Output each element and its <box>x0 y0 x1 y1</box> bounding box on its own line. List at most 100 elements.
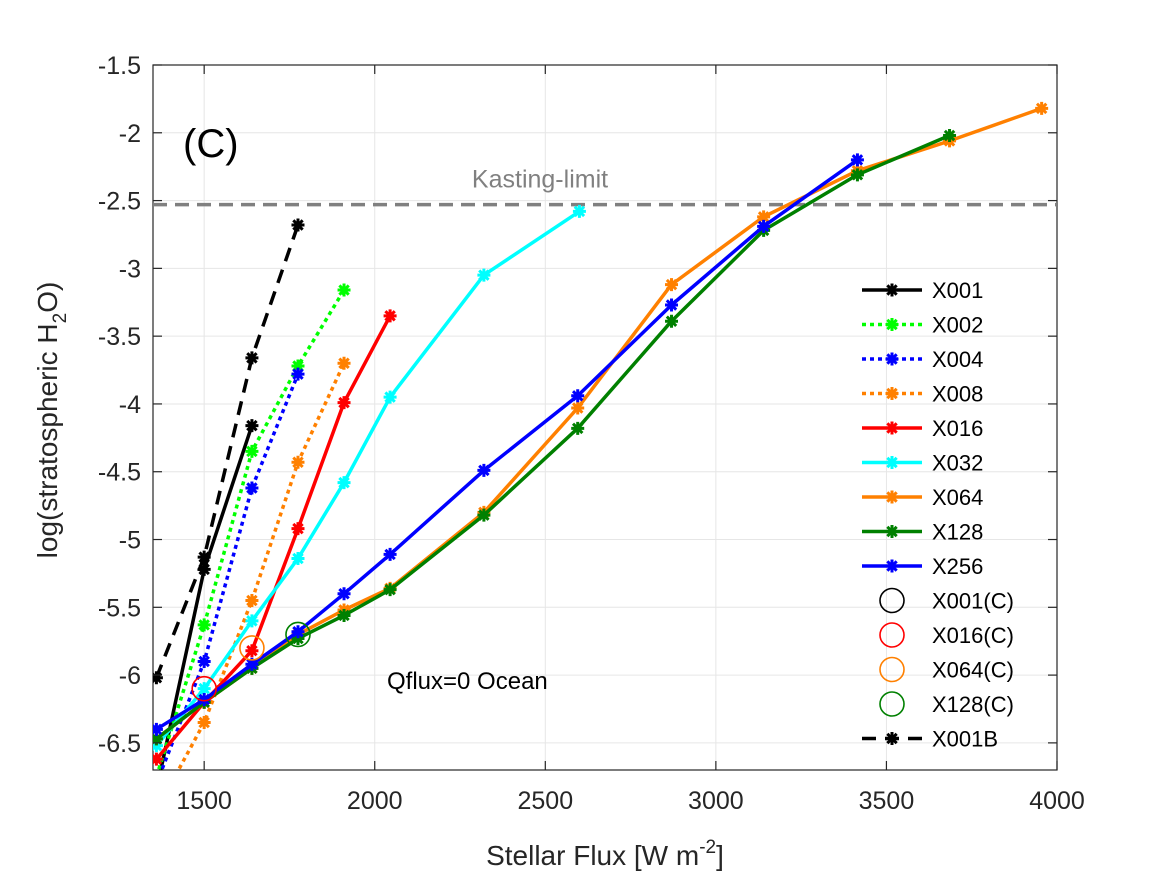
legend-swatch-circle <box>879 656 905 683</box>
data-point <box>1035 101 1049 115</box>
data-point <box>291 552 305 565</box>
legend-item: X128 <box>862 520 983 545</box>
data-point <box>383 547 397 561</box>
legend-label: X001B <box>932 727 998 752</box>
legend-swatch-circle <box>879 622 905 648</box>
legend-label: X001 <box>932 278 983 303</box>
data-point <box>337 396 351 410</box>
legend-label: X128 <box>932 520 983 545</box>
data-point <box>291 455 305 469</box>
circle-point <box>191 675 217 702</box>
legend-label: X256 <box>932 554 983 579</box>
data-point <box>757 210 771 224</box>
legend-item: X064(C) <box>879 656 1014 683</box>
legend-swatch-marker <box>885 352 899 366</box>
data-point <box>153 671 163 685</box>
data-point <box>291 625 305 639</box>
y-tick-label: -3.5 <box>98 323 141 351</box>
data-point <box>197 716 211 730</box>
y-tick-label: -4.5 <box>98 459 141 487</box>
legend-label: X004 <box>932 347 983 372</box>
legend-label: X008 <box>932 382 983 407</box>
series-x128c <box>285 621 311 648</box>
circle-point <box>239 635 265 661</box>
data-point <box>197 655 211 669</box>
legend-swatch-marker <box>885 456 899 469</box>
data-point <box>153 732 163 746</box>
legend-label: X128(C) <box>932 692 1014 717</box>
legend-label: X016 <box>932 416 983 441</box>
data-point <box>665 278 679 292</box>
series-x064c <box>239 635 265 661</box>
legend-swatch-marker <box>885 283 899 297</box>
data-point <box>571 421 585 435</box>
data-point <box>245 351 259 365</box>
data-point <box>150 804 163 817</box>
y-tick-label: -5.5 <box>98 594 141 622</box>
data-point <box>197 693 211 706</box>
series-line-x032 <box>155 209 581 747</box>
legend-swatch-marker <box>885 559 899 573</box>
y-tick-label: -3 <box>119 255 141 283</box>
series-x001b <box>153 218 305 685</box>
x-tick-label: 3000 <box>688 787 744 815</box>
data-point <box>153 752 163 766</box>
legend-item: X128(C) <box>879 691 1014 717</box>
data-point <box>291 631 305 645</box>
legend-label: X064(C) <box>932 658 1014 683</box>
legend-swatch-marker <box>885 525 899 538</box>
series-x032 <box>153 204 586 753</box>
data-point <box>197 618 211 632</box>
data-point <box>291 367 305 381</box>
y-axis-label-end: O) <box>32 282 63 313</box>
data-point <box>245 419 259 433</box>
legend-swatch-marker <box>885 421 899 435</box>
data-point <box>197 562 211 576</box>
data-point <box>245 644 259 658</box>
data-point <box>150 784 163 797</box>
y-tick-label: -4 <box>119 391 141 419</box>
data-point <box>943 129 957 142</box>
data-point <box>850 153 864 167</box>
data-point <box>245 481 259 495</box>
series-line-x256 <box>155 158 859 731</box>
data-point <box>245 657 259 671</box>
data-point <box>245 444 259 458</box>
legend-item: X064 <box>862 485 983 510</box>
data-point <box>197 550 211 564</box>
data-point <box>337 587 351 601</box>
data-point <box>150 777 163 790</box>
series-line-x008 <box>176 362 346 770</box>
data-point <box>291 359 305 373</box>
legend-label: X001(C) <box>932 589 1014 614</box>
x-tick-label: 1500 <box>176 787 232 815</box>
data-point <box>757 219 771 233</box>
y-tick-label: -1.5 <box>98 52 141 80</box>
legend-label: X016(C) <box>932 623 1014 648</box>
y-ticks: -1.5 -2 -2.5 -3 -3.5 -4 -4.5 -5 -5.5 -6 -6.5 <box>98 52 1057 758</box>
data-point <box>150 770 163 783</box>
legend-swatch-marker <box>885 732 899 745</box>
legend-swatch-marker <box>885 387 899 400</box>
data-point <box>571 389 585 403</box>
series-line-x001b <box>154 224 300 679</box>
data-point <box>477 268 491 282</box>
x-tick-label: 2500 <box>517 787 573 815</box>
series-x008 <box>150 356 351 817</box>
data-point <box>337 283 351 297</box>
legend-swatch-marker <box>885 318 899 331</box>
legend-swatch-marker <box>885 490 899 504</box>
legend-item: X001 <box>862 278 983 303</box>
data-point <box>291 522 305 536</box>
x-ticks: 1500 2000 2500 3000 3500 4000 <box>176 65 1085 815</box>
data-point <box>291 218 305 232</box>
data-point <box>245 594 259 608</box>
series-layer <box>150 101 1049 817</box>
series-x001 <box>150 419 259 797</box>
data-point <box>572 204 586 218</box>
data-point <box>665 314 679 328</box>
x-tick-label: 4000 <box>1029 787 1085 815</box>
y-tick-label: -6 <box>119 662 141 690</box>
data-point <box>337 356 351 370</box>
series-x002 <box>150 283 351 783</box>
